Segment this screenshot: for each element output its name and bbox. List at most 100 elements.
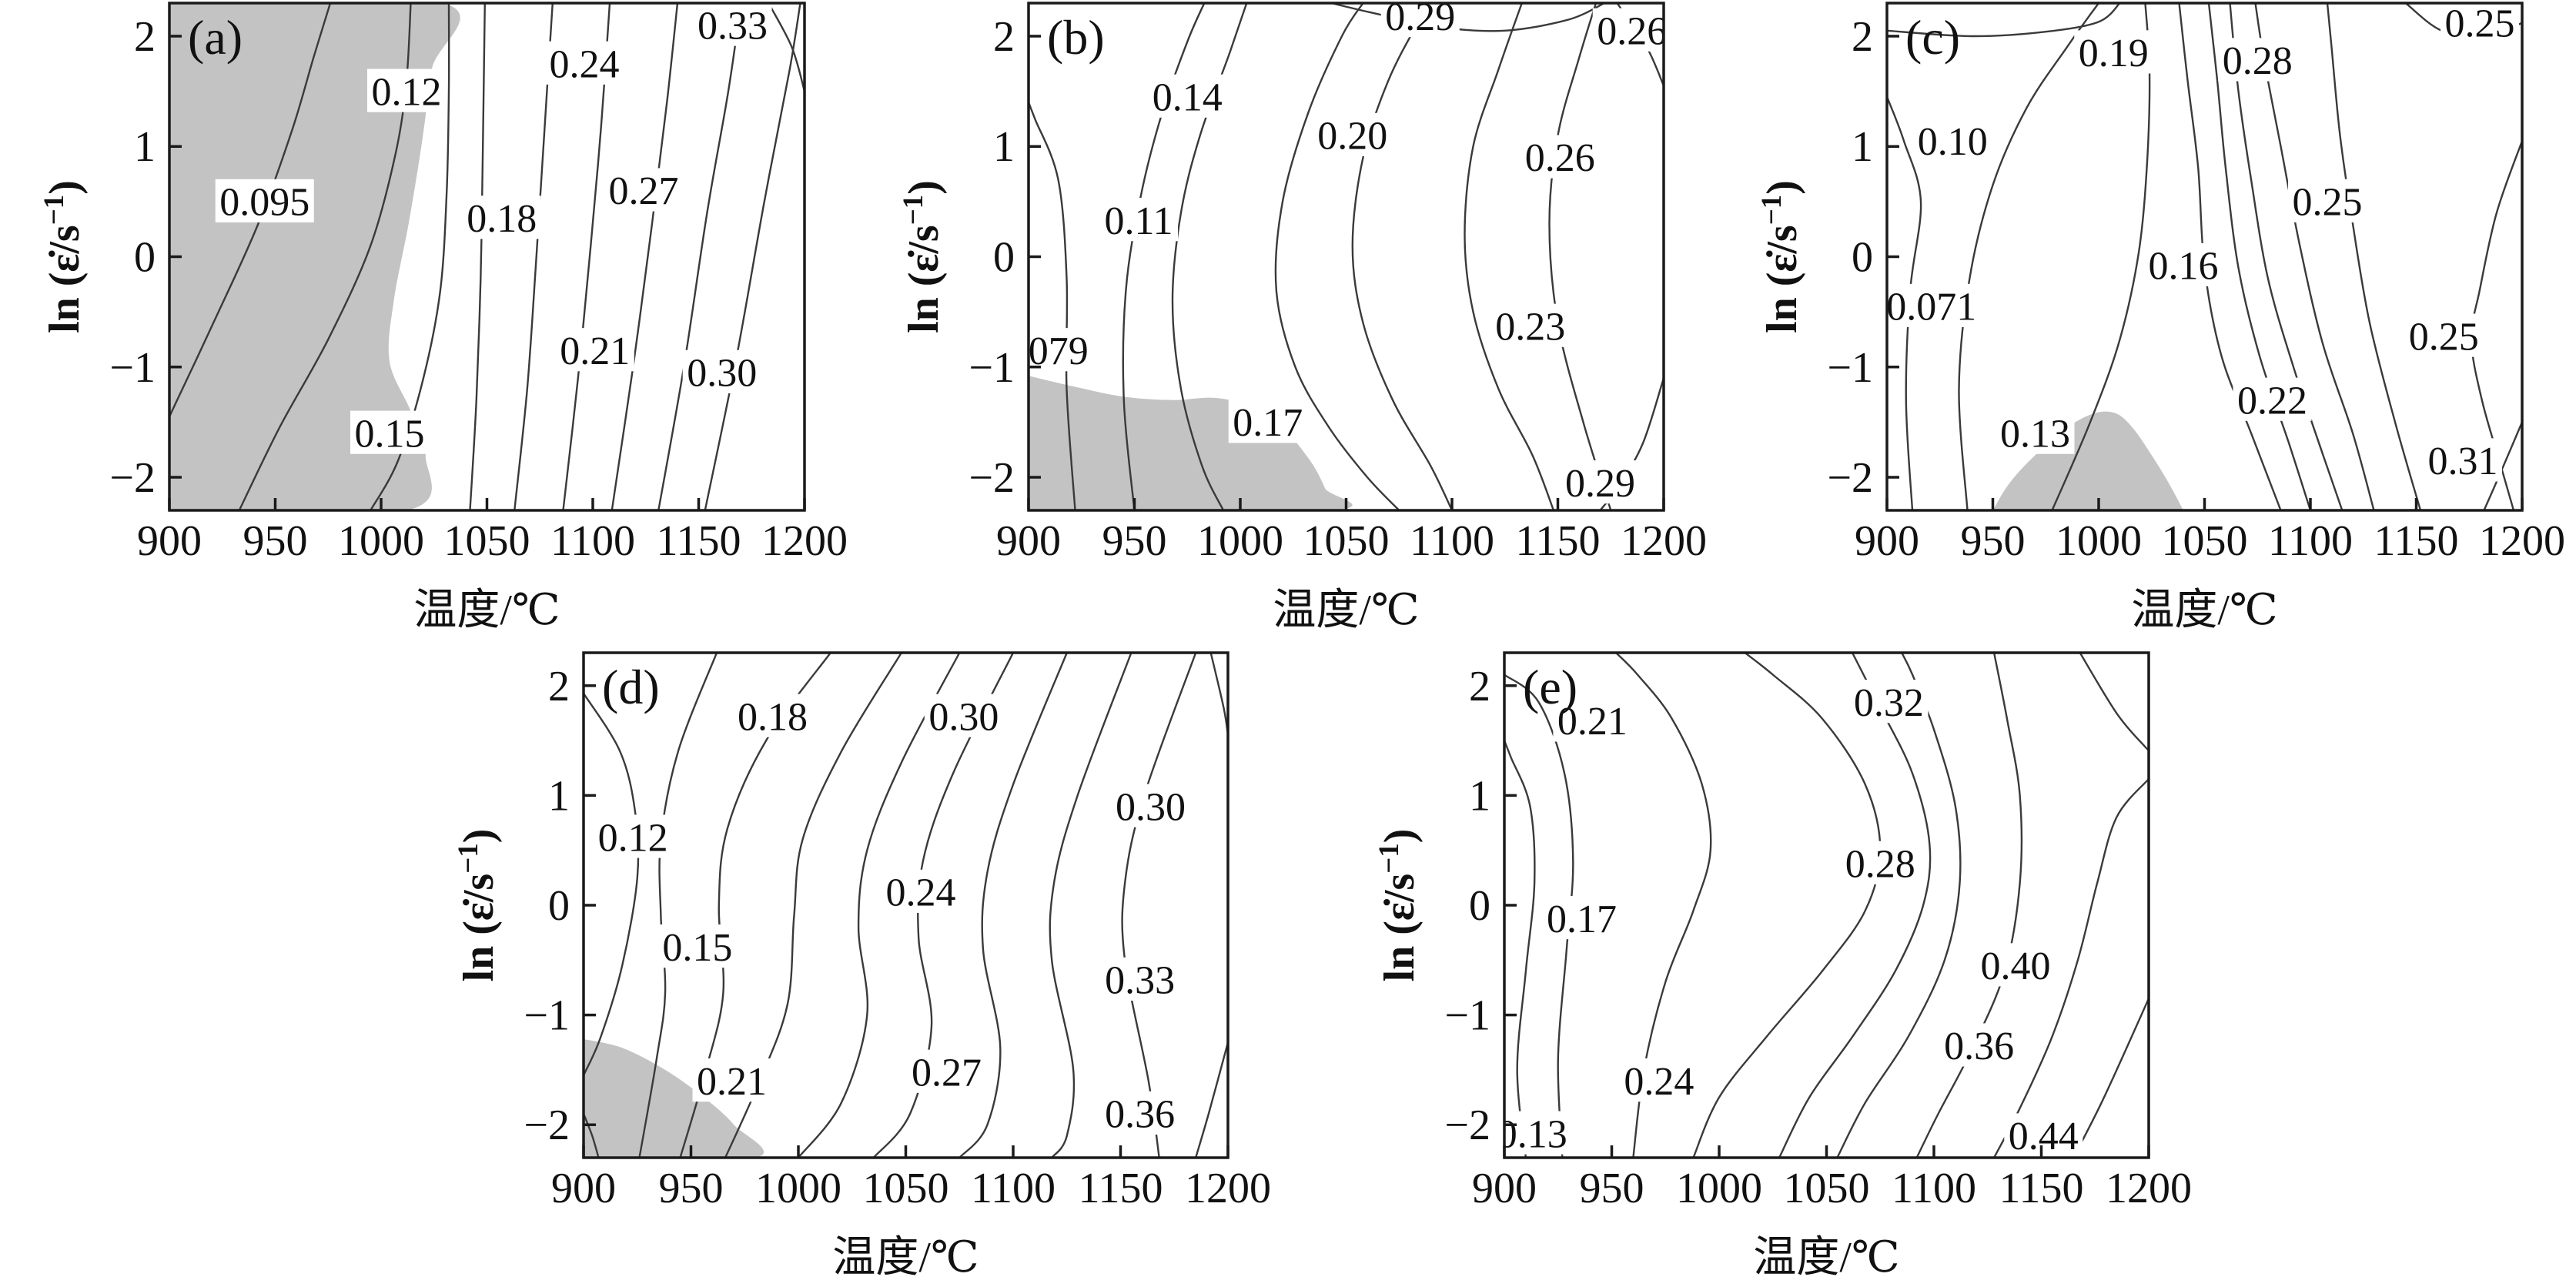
contour-label-mask — [1029, 328, 1093, 372]
x-axis-label: 温度/℃ — [832, 1234, 979, 1282]
contour-label: 0.30 — [1116, 785, 1186, 829]
panel-letter: (b) — [1047, 10, 1105, 65]
contour-label: 0.44 — [2009, 1115, 2079, 1158]
contour-label: 0.22 — [2237, 379, 2307, 423]
panel-letter: (a) — [188, 10, 243, 65]
contour-label: 0.36 — [1105, 1093, 1175, 1137]
y-tick-label: −2 — [1827, 454, 1873, 502]
contour-label: 0.071 — [1886, 286, 1976, 329]
contour-label: 0.12 — [372, 70, 442, 114]
x-tick-label: 1050 — [863, 1165, 949, 1212]
contour-label-mask — [1504, 1111, 1572, 1155]
contour-line — [1121, 653, 1197, 1158]
contour-label: 0.29 — [1385, 0, 1455, 39]
y-tick-label: 0 — [1469, 882, 1490, 930]
panel-e: 0.21 0.32 0.17 0.28 0.40 0.36 0.24 0.13 0.44 900 9… — [1373, 651, 2192, 1282]
contour-label: 0.25 — [2409, 315, 2479, 359]
contour-label: 0.24 — [886, 871, 956, 915]
x-tick-label: 1200 — [761, 517, 848, 565]
instability-region — [1029, 376, 1353, 510]
contour-label: 0.21 — [697, 1060, 767, 1104]
contour-label: 0.25 — [2293, 181, 2363, 225]
instability-region — [1992, 411, 2183, 510]
x-tick-label: 950 — [659, 1165, 724, 1212]
y-tick-label: 1 — [134, 123, 156, 171]
contour-label-mask — [1553, 698, 1632, 742]
contour-label-mask — [1887, 283, 1981, 328]
instability-region — [584, 1039, 764, 1158]
contour-label: 0.27 — [912, 1051, 982, 1095]
contour-label-mask — [682, 349, 761, 393]
contour-line — [1171, 3, 1248, 510]
contour-label-mask — [2143, 242, 2223, 287]
contour-line — [1958, 3, 2099, 510]
x-tick-label: 1000 — [755, 1165, 841, 1212]
x-tick-label: 1200 — [2106, 1165, 2192, 1212]
contour-line — [657, 3, 742, 510]
contour-line — [514, 3, 554, 510]
x-tick-label: 950 — [243, 517, 308, 565]
contour-line — [562, 3, 611, 510]
contour-label: 0.21 — [1557, 700, 1628, 744]
contour-label: 0.11 — [1104, 199, 1173, 243]
contour-line — [1778, 653, 1932, 1158]
contour-label: 0.18 — [738, 695, 808, 739]
contour-label-mask — [1913, 118, 1992, 162]
contour-label-mask — [733, 694, 812, 737]
y-tick-label: −2 — [1444, 1101, 1490, 1149]
contour-line — [1195, 1041, 1228, 1158]
contour-label: 0.095 — [219, 181, 309, 225]
contour-label: 0.25 — [2445, 2, 2515, 45]
contour-label: 0.13 — [2000, 412, 2070, 456]
contour-label-mask — [2218, 38, 2297, 82]
contour-label-mask — [2074, 30, 2153, 74]
contour-label-mask — [555, 328, 634, 372]
contour-label-mask — [1521, 135, 1600, 179]
x-tick-label: 950 — [1961, 517, 2026, 565]
contour-line — [469, 3, 486, 510]
contour-label-mask — [366, 69, 447, 112]
contour-line — [1836, 653, 1962, 1158]
contour-label: 0.10 — [1918, 120, 1988, 164]
contour-line — [1029, 102, 1076, 510]
contour-label: 0.15 — [355, 412, 425, 456]
contour-label: 0.21 — [560, 329, 630, 373]
x-tick-label: 900 — [1855, 517, 1919, 565]
x-tick-label: 1200 — [1621, 517, 1707, 565]
contour-label: 0.29 — [1565, 462, 1635, 506]
contour-line — [611, 3, 679, 510]
contour-label: 0.24 — [550, 42, 620, 86]
y-tick-label: 2 — [993, 13, 1015, 61]
x-tick-label: 1150 — [657, 517, 741, 565]
y-tick-label: −2 — [969, 454, 1015, 502]
contour-label: 0.33 — [698, 4, 768, 48]
y-axis-label: ln (ε̇/s−1) — [1755, 180, 1806, 333]
y-tick-label: 0 — [134, 234, 156, 282]
contour-label-mask — [215, 179, 314, 222]
contour-label-mask — [693, 3, 772, 46]
contour-label: 0.36 — [1944, 1025, 2014, 1068]
x-tick-label: 1000 — [1197, 517, 1283, 565]
contour-label: 0.33 — [1105, 959, 1175, 1003]
y-tick-label: 2 — [1852, 13, 1873, 61]
contour-label-mask — [1592, 8, 1664, 52]
contour-line — [1887, 3, 2121, 38]
y-tick-label: 1 — [1469, 772, 1490, 820]
contour-label-mask — [1619, 1058, 1698, 1102]
x-tick-label: 1050 — [1784, 1165, 1870, 1212]
contour-label: 0.40 — [1981, 944, 2051, 988]
y-tick-label: 2 — [548, 663, 570, 710]
contour-label: 0.28 — [1845, 842, 1915, 886]
contour-label: 0.18 — [467, 197, 537, 241]
x-axis-label: 温度/℃ — [2131, 587, 2277, 634]
contour-line — [1274, 3, 1400, 510]
x-tick-label: 1200 — [1185, 1165, 1271, 1212]
contour-line — [2073, 998, 2149, 1158]
contour-label-mask — [1542, 895, 1621, 940]
contour-label-mask — [907, 1049, 986, 1093]
x-tick-label: 1100 — [971, 1165, 1055, 1212]
contour-line — [1504, 674, 1574, 1158]
y-tick-label: −1 — [969, 344, 1015, 392]
contour-label-mask — [462, 196, 541, 239]
